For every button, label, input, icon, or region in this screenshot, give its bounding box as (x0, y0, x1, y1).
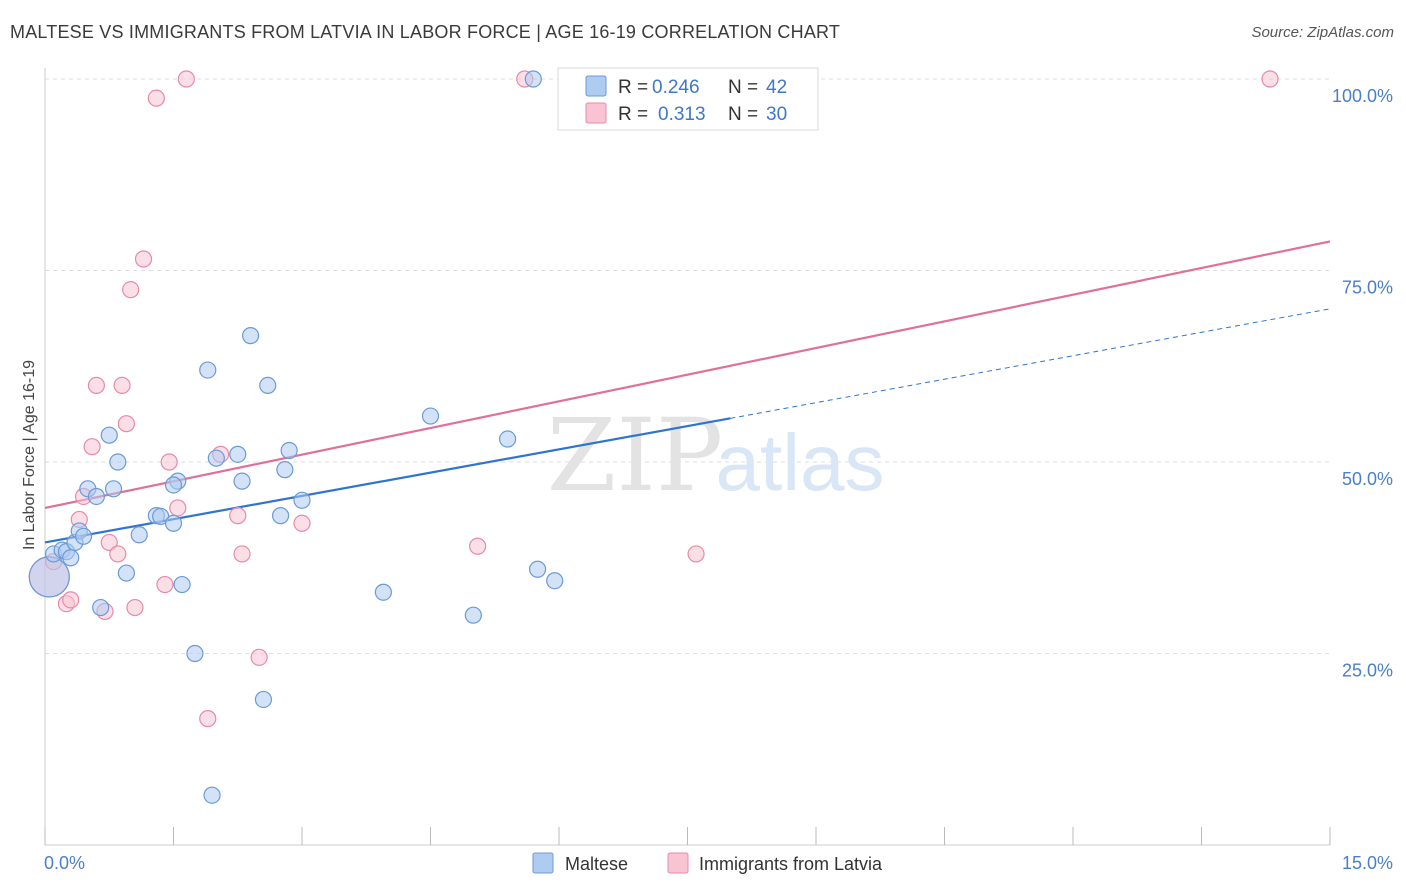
maltese-point (199, 361, 217, 379)
maltese-point (164, 476, 183, 494)
grid-lines (45, 78, 1330, 654)
latvia-n-label: N = (728, 104, 758, 125)
maltese-point (276, 461, 294, 479)
latvia-point (122, 281, 140, 299)
maltese-trend-extension (730, 308, 1331, 419)
latvia-trend-line (44, 240, 1331, 510)
maltese-r-value: 0.246 (652, 77, 700, 98)
bottom-legend-maltese-swatch (532, 852, 554, 874)
maltese-point (62, 549, 80, 567)
bottom-legend: Maltese Immigrants from Latvia (532, 852, 883, 874)
stats-legend: R = 0.246 N = 42 R = 0.313 N = 30 (557, 67, 819, 131)
latvia-point (229, 507, 247, 525)
y-tick-label-100: 100.0% (1332, 86, 1393, 106)
maltese-point (229, 445, 247, 463)
source-label: Source: ZipAtlas.com (1251, 24, 1394, 41)
latvia-r-value: 0.313 (658, 104, 706, 125)
latvia-point (1261, 70, 1279, 88)
y-tick-label-50: 50.0% (1342, 469, 1393, 489)
latvia-point (117, 415, 135, 433)
latvia-r-label: R = (618, 104, 648, 125)
maltese-point (100, 426, 118, 444)
maltese-point (28, 556, 70, 598)
maltese-point (259, 376, 277, 394)
maltese-point (293, 491, 311, 509)
maltese-point (109, 453, 127, 471)
maltese-point (374, 583, 392, 601)
latvia-point (199, 710, 217, 728)
maltese-point (280, 441, 298, 460)
maltese-legend-swatch (585, 75, 607, 97)
maltese-point (104, 480, 123, 498)
watermark: ZIP atlas (547, 397, 885, 514)
bottom-legend-latvia-swatch (667, 852, 689, 874)
bottom-legend-latvia-label: Immigrants from Latvia (699, 854, 883, 874)
maltese-n-label: N = (728, 77, 758, 98)
latvia-point (126, 598, 144, 617)
maltese-point (164, 514, 183, 532)
maltese-point (546, 572, 564, 590)
latvia-point (169, 499, 187, 517)
latvia-point (109, 545, 127, 563)
maltese-point (92, 598, 110, 617)
maltese-point (271, 507, 290, 525)
maltese-point (203, 786, 221, 804)
maltese-point (254, 690, 273, 709)
latvia-point (134, 250, 153, 268)
latvia-legend-swatch (585, 102, 607, 124)
maltese-point (117, 564, 135, 582)
latvia-point (160, 453, 178, 471)
latvia-point (87, 376, 106, 394)
tick-labels: 25.0% 50.0% 75.0% 100.0% 0.0% 15.0% (44, 86, 1393, 873)
x-tick-label-min: 0.0% (44, 853, 85, 873)
maltese-point (74, 527, 93, 545)
latvia-point (113, 376, 131, 394)
maltese-point (242, 327, 260, 345)
latvia-point (62, 591, 80, 609)
y-tick-label-75: 75.0% (1342, 278, 1393, 298)
y-axis-label: In Labor Force | Age 16-19 (21, 360, 38, 550)
axes (44, 68, 1331, 846)
latvia-point (687, 545, 705, 563)
maltese-point (421, 407, 440, 425)
latvia-n-value: 30 (766, 104, 787, 125)
bottom-legend-maltese-label: Maltese (565, 854, 628, 874)
maltese-point (186, 644, 204, 663)
chart-title: MALTESE VS IMMIGRANTS FROM LATVIA IN LAB… (10, 22, 841, 42)
latvia-point (469, 537, 487, 555)
maltese-point (130, 526, 148, 544)
latvia-point (293, 514, 311, 532)
maltese-r-label: R = (618, 77, 648, 98)
maltese-n-value: 42 (766, 77, 787, 98)
maltese-point (464, 606, 482, 624)
maltese-point (528, 560, 547, 578)
maltese-point (87, 487, 106, 506)
maltese-point (233, 472, 251, 490)
latvia-point (147, 89, 165, 107)
watermark-zip: ZIP (547, 397, 723, 514)
latvia-point (100, 533, 118, 552)
latvia-point (156, 575, 174, 594)
maltese-point (499, 430, 517, 448)
maltese-point (524, 70, 542, 88)
x-tick-label-max: 15.0% (1342, 853, 1393, 873)
latvia-point (177, 70, 195, 88)
y-tick-label-25: 25.0% (1342, 661, 1393, 681)
latvia-point (83, 438, 101, 456)
watermark-atlas: atlas (716, 418, 885, 507)
maltese-point (207, 449, 225, 467)
maltese-point (173, 575, 191, 594)
latvia-point (250, 648, 268, 666)
latvia-point (233, 545, 251, 563)
